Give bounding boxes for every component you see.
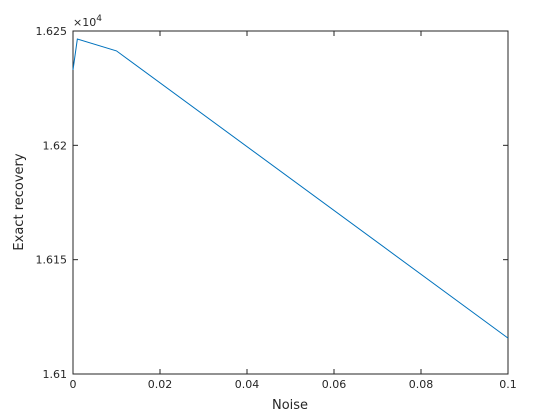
series-line	[72, 38, 509, 339]
x-axis-label: Noise	[272, 398, 308, 413]
y-multiplier: ×104	[73, 14, 102, 29]
y-multiplier-base: ×10	[73, 16, 96, 29]
y-tick-label: 1.62	[43, 139, 68, 152]
x-tick-label: 0.06	[322, 378, 347, 391]
x-tick-label: 0.08	[409, 378, 434, 391]
x-tick-label: 0	[70, 378, 77, 391]
x-tick-label: 0.02	[148, 378, 173, 391]
x-tick-label: 0.04	[235, 378, 260, 391]
y-axis-label: Exact recovery	[12, 153, 27, 250]
x-tick-label: 0.1	[499, 378, 517, 391]
y-tick-label: 1.61	[43, 368, 68, 381]
y-tick-label: 1.625	[36, 25, 68, 38]
y-tick-label: 1.615	[36, 254, 68, 267]
axes-box	[72, 30, 509, 375]
y-multiplier-exponent: 4	[96, 14, 102, 24]
